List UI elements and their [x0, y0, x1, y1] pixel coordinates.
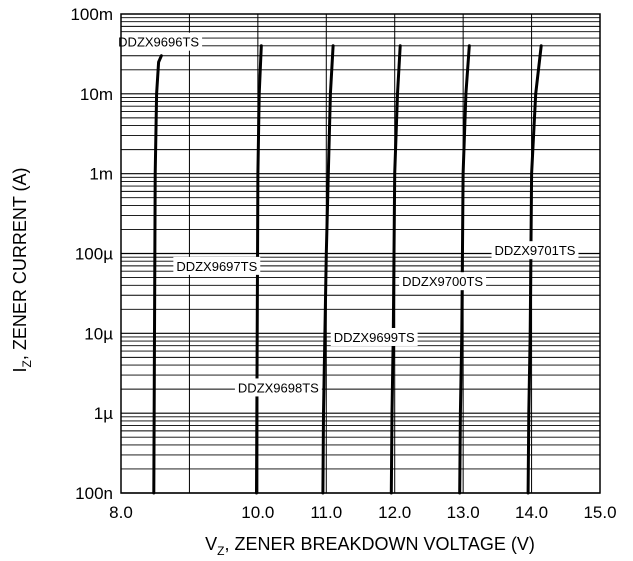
x-tick-labels: 8.0 10.0 11.0 12.0 13.0 14.0 15.0: [109, 503, 616, 522]
series-label-text: DDZX9701TS: [495, 243, 576, 258]
x-tick-label: 11.0: [310, 503, 342, 522]
x-tick-label: 10.0: [241, 503, 274, 522]
series-label-text: DDZX9697TS: [176, 259, 257, 274]
series-curve-ddzx9696ts: [152, 54, 163, 495]
x-axis-title: VZ, ZENER BREAKDOWN VOLTAGE (V): [205, 534, 535, 558]
series-label-backing: [173, 256, 261, 275]
series-label-ddzx9696ts: DDZX9696TS: [115, 32, 203, 51]
x-tick-label: 12.0: [378, 503, 411, 522]
series-label-ddzx9699ts: DDZX9699TS: [330, 327, 418, 346]
series-label-backing: [399, 272, 487, 291]
y-tick-label: 10µ: [84, 324, 113, 343]
series-labels: DDZX9696TS DDZX9697TS DDZX9698TS DDZX9699TS…: [115, 32, 579, 397]
y-axis-title: IZ, ZENER CURRENT (A): [10, 167, 34, 372]
x-tick-label: 8.0: [109, 503, 133, 522]
series-label-backing: [330, 327, 418, 346]
series-curve-ddzx9700ts: [458, 44, 471, 495]
y-tick-labels: 100n 1µ 10µ 100µ 1m 10m 100m: [70, 5, 113, 503]
series-label-text: DDZX9698TS: [238, 380, 319, 395]
x-tick-label: 15.0: [583, 503, 616, 522]
y-tick-label: 100m: [70, 5, 113, 24]
series-label-text: DDZX9700TS: [402, 274, 483, 289]
x-tick-label: 13.0: [447, 503, 480, 522]
series-label-backing: [115, 32, 203, 51]
series-curve-ddzx9698ts: [321, 44, 335, 495]
y-tick-label: 1µ: [94, 404, 113, 423]
series-curve-ddzx9699ts: [389, 44, 402, 495]
grid: [120, 14, 601, 494]
series-label-backing: [234, 378, 322, 397]
series-label-ddzx9698ts: DDZX9698TS: [234, 378, 322, 397]
plot-frame: [120, 13, 601, 494]
series-label-ddzx9701ts: DDZX9701TS: [491, 241, 579, 260]
series-label-backing: [491, 241, 579, 260]
y-tick-label: 100n: [75, 484, 113, 503]
series-label-text: DDZX9696TS: [118, 35, 199, 50]
series-label-text: DDZX9699TS: [334, 330, 415, 345]
y-tick-label: 10m: [80, 85, 113, 104]
x-tick-label: 14.0: [515, 503, 548, 522]
y-tick-label: 1m: [89, 165, 113, 184]
series-label-ddzx9697ts: DDZX9697TS: [173, 256, 261, 275]
y-tick-label: 100µ: [75, 245, 113, 264]
series-label-ddzx9700ts: DDZX9700TS: [399, 272, 487, 291]
